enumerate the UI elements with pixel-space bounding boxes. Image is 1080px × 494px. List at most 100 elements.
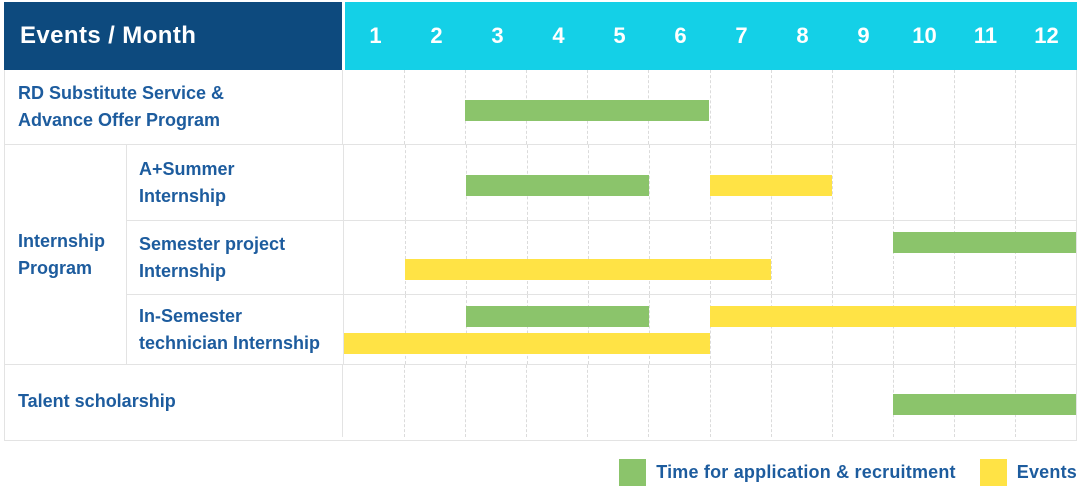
month-gridline — [832, 295, 833, 364]
month-label-2: 2 — [430, 23, 443, 48]
month-label-4: 4 — [552, 23, 565, 48]
month-gridline — [831, 365, 833, 437]
month-gridline — [1015, 145, 1016, 220]
month-gridline — [954, 221, 955, 294]
month-gridline — [1015, 295, 1016, 364]
legend-item-recruitment: Time for application & recruitment — [619, 458, 956, 486]
timeline-semester-project — [343, 221, 1076, 294]
row-label-in-semester: In-Semester technician Internship — [127, 295, 343, 364]
row-label-line: Advance Offer Program — [18, 110, 221, 130]
month-gridline — [1014, 70, 1016, 144]
month-gridline — [405, 145, 406, 220]
gantt-bar-events — [344, 333, 710, 354]
group-label-line: Internship — [18, 230, 106, 251]
row-label-line: Semester project — [139, 233, 286, 254]
gantt-bar-recruitment — [465, 99, 710, 121]
month-gridline — [588, 221, 589, 294]
group-label-internship-program: Internship Program — [5, 145, 126, 364]
month-gridline — [770, 365, 772, 437]
legend-label: Events — [1016, 461, 1077, 482]
month-gridline — [953, 70, 955, 144]
month-label-5: 5 — [613, 23, 626, 48]
month-gridline — [770, 70, 772, 144]
month-gridline — [892, 70, 894, 144]
recruitment-swatch — [619, 458, 647, 486]
month-gridline — [587, 365, 589, 437]
gantt-bar-recruitment — [466, 175, 649, 196]
gantt-bar-recruitment — [466, 306, 649, 327]
row-label-line: Internship — [139, 185, 227, 206]
row-label-line: In-Semester — [139, 305, 243, 326]
month-gridline — [710, 221, 711, 294]
timeline-in-semester — [343, 295, 1076, 364]
header-title: Events / Month — [20, 22, 197, 49]
row-semester-project-internship: Semester project Internship — [127, 220, 1076, 294]
row-label-rd-substitute: RD Substitute Service & Advance Offer Pr… — [5, 70, 342, 144]
timeline-rd-substitute — [342, 70, 1076, 144]
table-header: Events / Month 1 2 3 4 5 6 7 8 9 10 11 12 — [4, 2, 1077, 70]
row-talent-scholarship: Talent scholarship — [5, 365, 1076, 437]
row-in-semester-internship: In-Semester technician Internship — [127, 294, 1076, 364]
month-gridline — [648, 365, 650, 437]
month-gridline — [893, 145, 894, 220]
month-label-11: 11 — [973, 23, 998, 48]
header-divider — [342, 2, 345, 70]
gantt-bar-events — [405, 259, 771, 280]
internship-subrows: A+Summer Internship Semester project Int… — [126, 145, 1076, 364]
month-gridline — [831, 70, 833, 144]
month-gridline — [466, 221, 467, 294]
month-gridline — [465, 365, 467, 437]
month-gridline — [404, 365, 406, 437]
row-label-line: RD Substitute Service & — [18, 83, 225, 103]
month-label-1: 1 — [369, 23, 382, 48]
events-month-header-cell: Events / Month — [4, 2, 342, 70]
month-label-3: 3 — [491, 23, 504, 48]
row-label-line: Internship — [139, 260, 227, 281]
month-gridline — [771, 221, 772, 294]
month-gridline — [832, 221, 833, 294]
month-gridline — [709, 365, 711, 437]
month-gridline — [466, 295, 467, 364]
row-label-line: A+Summer — [139, 158, 235, 179]
row-label-line: technician Internship — [139, 332, 321, 353]
month-gridline — [405, 221, 406, 294]
row-label-a-summer: A+Summer Internship — [127, 145, 343, 220]
month-gridline — [588, 295, 589, 364]
month-gridline — [527, 221, 528, 294]
month-gridline — [404, 70, 406, 144]
table-body: RD Substitute Service & Advance Offer Pr… — [5, 70, 1076, 440]
row-label-semester-project: Semester project Internship — [127, 221, 343, 294]
month-gridline — [649, 221, 650, 294]
row-a-summer-internship: A+Summer Internship — [127, 145, 1076, 220]
gantt-bar-recruitment — [892, 393, 1076, 415]
month-gridline — [710, 295, 711, 364]
gantt-bar-recruitment — [893, 232, 1076, 253]
gantt-bar-events — [710, 175, 832, 196]
row-rd-substitute: RD Substitute Service & Advance Offer Pr… — [5, 70, 1076, 144]
month-gridline — [954, 295, 955, 364]
month-label-8: 8 — [796, 23, 809, 48]
month-gridline — [893, 221, 894, 294]
month-gridline — [527, 295, 528, 364]
legend-item-events: Events — [979, 458, 1077, 486]
row-label-line: Talent scholarship — [18, 390, 176, 411]
month-label-9: 9 — [857, 23, 870, 48]
month-gridline — [649, 145, 650, 220]
schedule-table: Events / Month 1 2 3 4 5 6 7 8 9 10 11 12 RD Substi… — [4, 2, 1077, 441]
month-label-12: 12 — [1034, 23, 1059, 48]
month-label-6: 6 — [674, 23, 687, 48]
month-gridline — [771, 295, 772, 364]
month-label-10: 10 — [912, 23, 937, 48]
month-header: 1 2 3 4 5 6 7 8 9 10 11 12 — [345, 2, 1077, 70]
group-label-line: Program — [18, 257, 93, 278]
internship-program-group: Internship Program A+Summer Internship S… — [5, 144, 1076, 365]
month-gridline — [1015, 221, 1016, 294]
month-gridline — [405, 295, 406, 364]
month-gridline — [954, 145, 955, 220]
month-gridline — [709, 70, 711, 144]
timeline-a-summer — [343, 145, 1076, 220]
month-gridline — [649, 295, 650, 364]
month-gridline — [526, 365, 528, 437]
legend-label: Time for application & recruitment — [656, 461, 956, 482]
